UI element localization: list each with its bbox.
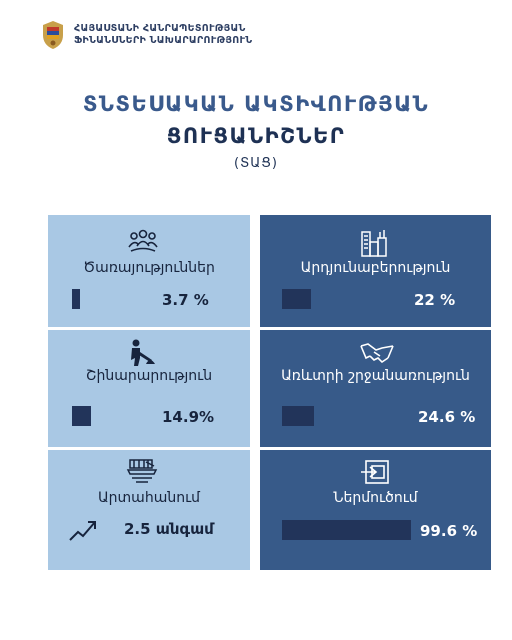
handshake-icon	[360, 343, 394, 364]
armenian-emblem-icon	[43, 21, 63, 49]
title-line1: ՏՆՏԵՍԱԿԱՆ ԱԿՏԻՎՈՒԹՅԱՆ	[82, 92, 430, 116]
ministry-name: ՀԱՅԱՍՏԱՆԻ ՀԱՆՐԱՊԵՏՈՒԹՅԱՆ ՖԻՆԱՆՍՆԵՐԻ ՆԱԽԱ…	[74, 23, 252, 47]
category-label-trade: Առևտրի շրջանառություն	[281, 368, 470, 384]
value-trade: 24.6 %	[418, 408, 476, 426]
category-label-exports: Արտահանում	[97, 490, 201, 506]
factory-icon	[361, 230, 387, 257]
left-panel	[48, 215, 250, 570]
value-services: 3.7 %	[162, 291, 209, 309]
divider-row1	[48, 327, 491, 330]
ministry-name-line2: ՖԻՆԱՆՍՆԵՐԻ ՆԱԽԱՐԱՐՈՒԹՅՈՒՆ	[74, 35, 253, 46]
bar-services	[72, 289, 80, 309]
title-line2: ՑՈՒՑԱՆԻՇՆԵՐ	[166, 124, 346, 148]
title-line3: (ՏԱՑ)	[234, 156, 278, 171]
category-label-imports: Ներմուծում	[333, 490, 418, 506]
construction-worker-icon	[131, 339, 155, 366]
bar-trade	[282, 406, 314, 426]
header: ՀԱՅԱՍՏԱՆԻ ՀԱՆՐԱՊԵՏՈՒԹՅԱՆ ՖԻՆԱՆՍՆԵՐԻ ՆԱԽԱ…	[40, 20, 252, 50]
category-label-services: Ծառայություններ	[83, 260, 215, 276]
value-industry: 22 %	[414, 291, 456, 309]
divider-row2	[48, 447, 491, 450]
ministry-name-line1: ՀԱՅԱՍՏԱՆԻ ՀԱՆՐԱՊԵՏՈՒԹՅԱՆ	[74, 23, 246, 34]
category-label-construction: Շինարարություն	[85, 368, 213, 384]
category-label-industry: Արդյունաբերություն	[300, 260, 451, 276]
bar-construction	[72, 406, 92, 426]
value-imports: 99.6 %	[420, 522, 478, 540]
value-construction: 14.9%	[162, 408, 215, 426]
right-panel	[260, 215, 491, 570]
trend-up-arrow-icon	[69, 521, 96, 541]
value-exports: 2.5 անգամ	[124, 520, 214, 538]
export-icon	[126, 459, 158, 483]
bar-industry	[282, 289, 311, 309]
people-icon	[128, 229, 158, 252]
import-icon	[361, 460, 389, 484]
bar-imports	[282, 520, 412, 540]
